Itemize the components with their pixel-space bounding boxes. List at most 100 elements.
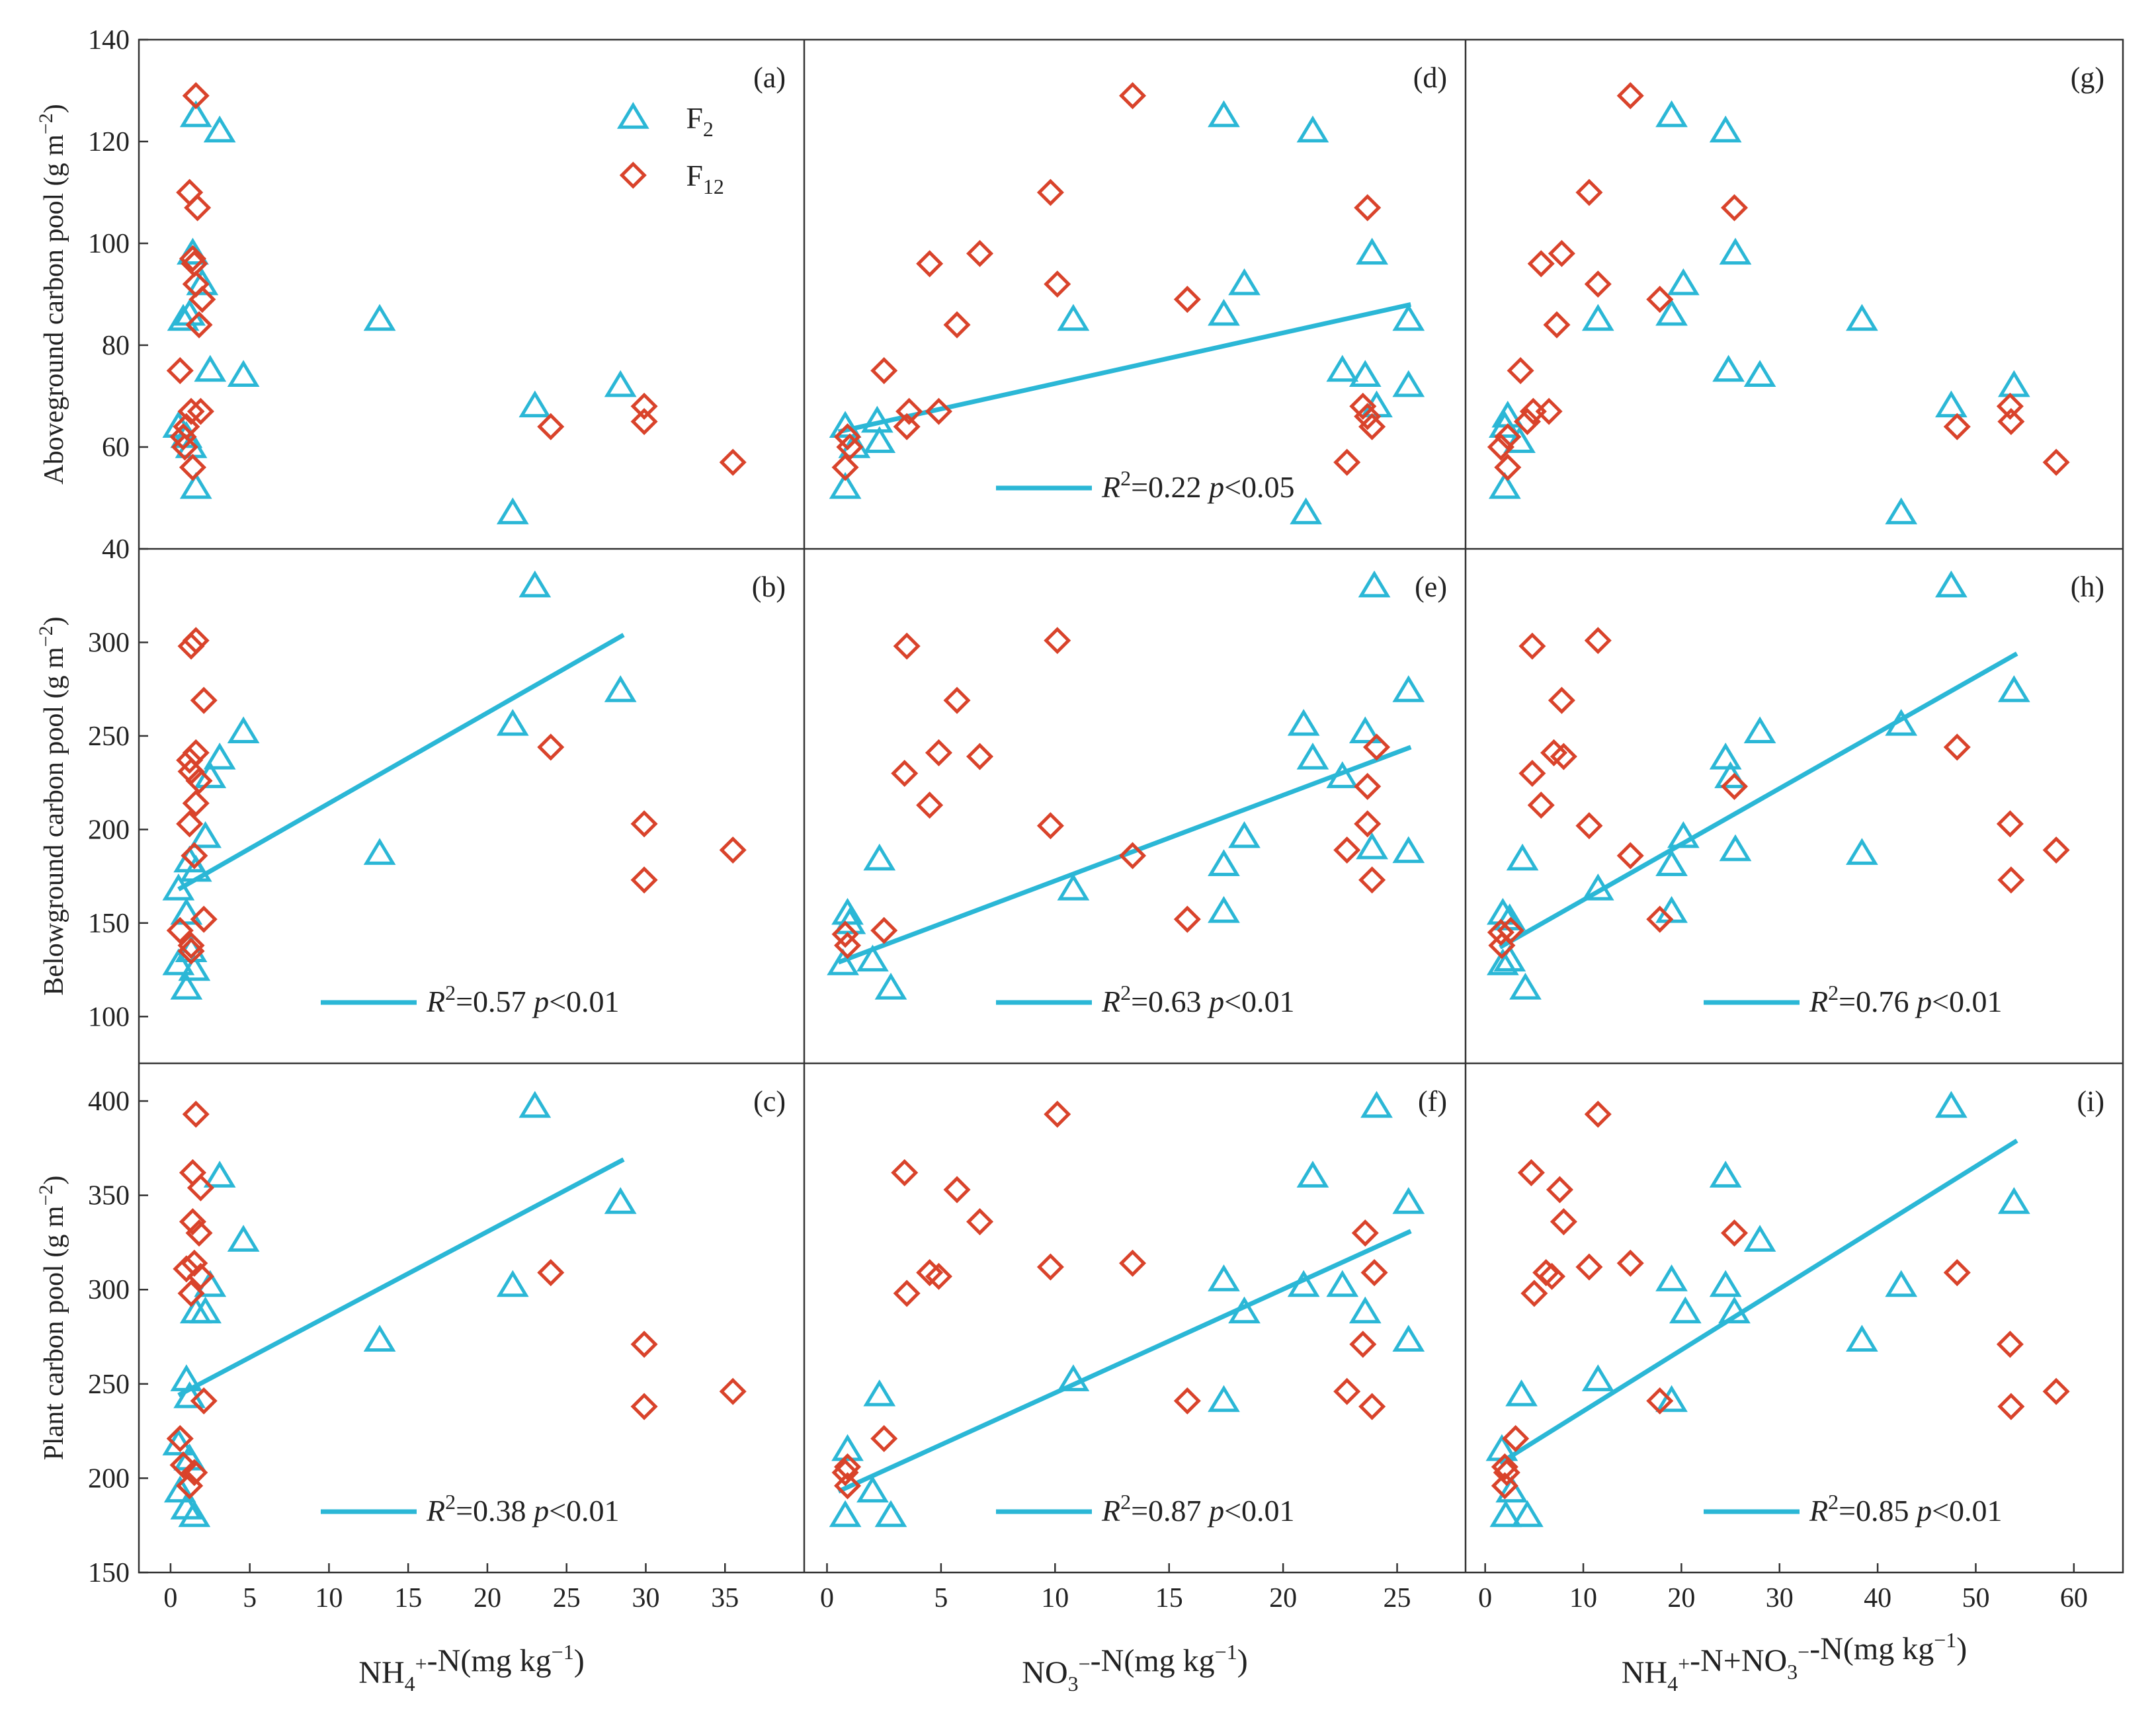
f2-point	[1655, 1385, 1688, 1412]
f2-point	[1709, 1161, 1742, 1188]
x-tick-label: 60	[2060, 1583, 2088, 1613]
f2-point	[1392, 1187, 1425, 1214]
f2-point	[1581, 304, 1614, 331]
f2-point	[496, 709, 529, 736]
f12-point	[1351, 1219, 1379, 1247]
y-tick-label: 200	[88, 815, 130, 845]
legend-f2-marker	[616, 102, 649, 129]
f2-point	[1228, 821, 1261, 848]
f12-point	[1358, 1393, 1386, 1420]
f2-point	[1846, 304, 1878, 331]
f12-point	[1358, 413, 1386, 440]
f2-point	[1296, 115, 1329, 143]
f12-point	[190, 905, 218, 933]
annotation-text: R2=0.22 p<0.05	[1101, 466, 1295, 504]
f12-point	[177, 397, 205, 425]
f12-point	[179, 245, 206, 272]
y-tick-label: 300	[88, 628, 130, 658]
f2-point	[1743, 1225, 1776, 1252]
f2-point	[1057, 304, 1090, 331]
y-tick-label: 100	[88, 229, 130, 259]
fit-line	[837, 1229, 1412, 1494]
f2-point	[1503, 426, 1536, 454]
panel-letter: (i)	[2077, 1085, 2104, 1118]
y-axis-above: 40 60 80 100 120 140 Aboveground carbon pool (…	[35, 25, 148, 565]
panel-i: (i) R2=0.85 p<0.01	[1485, 1085, 2104, 1528]
f12-point	[1550, 1208, 1577, 1236]
x-axis-no3: 0 5 10 15 20 25 NO3−-N(mg kg−1)	[820, 1563, 1411, 1695]
f2-point	[1655, 1264, 1688, 1291]
f12-point	[1036, 1253, 1064, 1281]
f2-point	[1356, 832, 1388, 860]
f12-point	[833, 1453, 862, 1481]
y-tick-label: 150	[88, 1558, 130, 1588]
f2-point	[1997, 675, 2030, 702]
f2-point	[1846, 838, 1878, 865]
f2-point	[1506, 843, 1539, 871]
f12-point	[1119, 1249, 1147, 1277]
f12-point	[171, 433, 198, 461]
f2-point	[189, 1296, 222, 1324]
f2-point	[1655, 298, 1688, 326]
f2-point	[1709, 115, 1742, 143]
f2-point	[1935, 570, 1968, 598]
f12-point	[1494, 454, 1522, 481]
f2-point	[856, 944, 889, 972]
f2-point	[1743, 360, 1776, 387]
f12-point	[1720, 194, 1749, 222]
f2-point	[1509, 972, 1542, 1000]
f12-point	[179, 1208, 206, 1236]
f12-point	[966, 743, 994, 770]
f12-point	[1996, 810, 2024, 838]
f12-point	[943, 1176, 971, 1204]
f2-point	[1511, 1500, 1544, 1528]
f2-point	[1667, 268, 1700, 296]
y-tick-label: 200	[88, 1463, 130, 1494]
f2-point	[1997, 1187, 2030, 1214]
f2-point	[833, 907, 866, 934]
f12-point	[630, 407, 658, 436]
f12-point	[1943, 733, 1971, 761]
f12-point	[177, 937, 205, 965]
f12-point	[185, 1219, 213, 1247]
f2-point	[1885, 709, 1918, 736]
f2-point	[1719, 237, 1752, 265]
f12-point	[1616, 842, 1644, 870]
f12-point	[182, 1100, 210, 1128]
x-tick-label: 40	[1864, 1583, 1891, 1613]
legend-f2-label: F2	[686, 101, 714, 141]
f2-point	[1326, 761, 1359, 788]
f12-point	[169, 423, 197, 451]
f2-point	[518, 390, 552, 418]
f12-point	[893, 1280, 921, 1307]
f2-point	[1718, 1296, 1751, 1324]
f2-point	[604, 370, 637, 397]
f2-point	[1360, 1090, 1393, 1118]
fit-line	[837, 302, 1412, 434]
f12-point	[1354, 403, 1382, 430]
f2-point	[1392, 1325, 1425, 1352]
fit-line	[1499, 1138, 2018, 1465]
panel-d: (d) R2=0.22 p<0.05	[829, 61, 1447, 524]
f2-point	[827, 948, 859, 975]
f12-point	[1333, 1377, 1361, 1405]
f12-point	[2042, 448, 2070, 476]
f2-point	[203, 742, 236, 770]
f12-point	[169, 1451, 197, 1479]
f12-point	[177, 932, 205, 959]
f12-point	[1996, 1330, 2024, 1358]
f12-point	[1513, 407, 1542, 436]
y-tick-label: 40	[102, 534, 130, 565]
y-axis-label: Plant carbon pool (g m−2)	[35, 1176, 69, 1461]
f12-point	[1720, 1219, 1749, 1247]
f12-point	[1119, 82, 1147, 110]
f2-point	[1208, 895, 1240, 923]
f2-point	[1709, 1270, 1742, 1297]
f2-point	[363, 1325, 396, 1352]
f2-point	[1208, 1264, 1240, 1291]
x-tick-label: 20	[1269, 1583, 1297, 1613]
panel-h: (h) R2=0.76 p<0.01	[1487, 570, 2104, 1018]
f12-point	[182, 790, 210, 817]
